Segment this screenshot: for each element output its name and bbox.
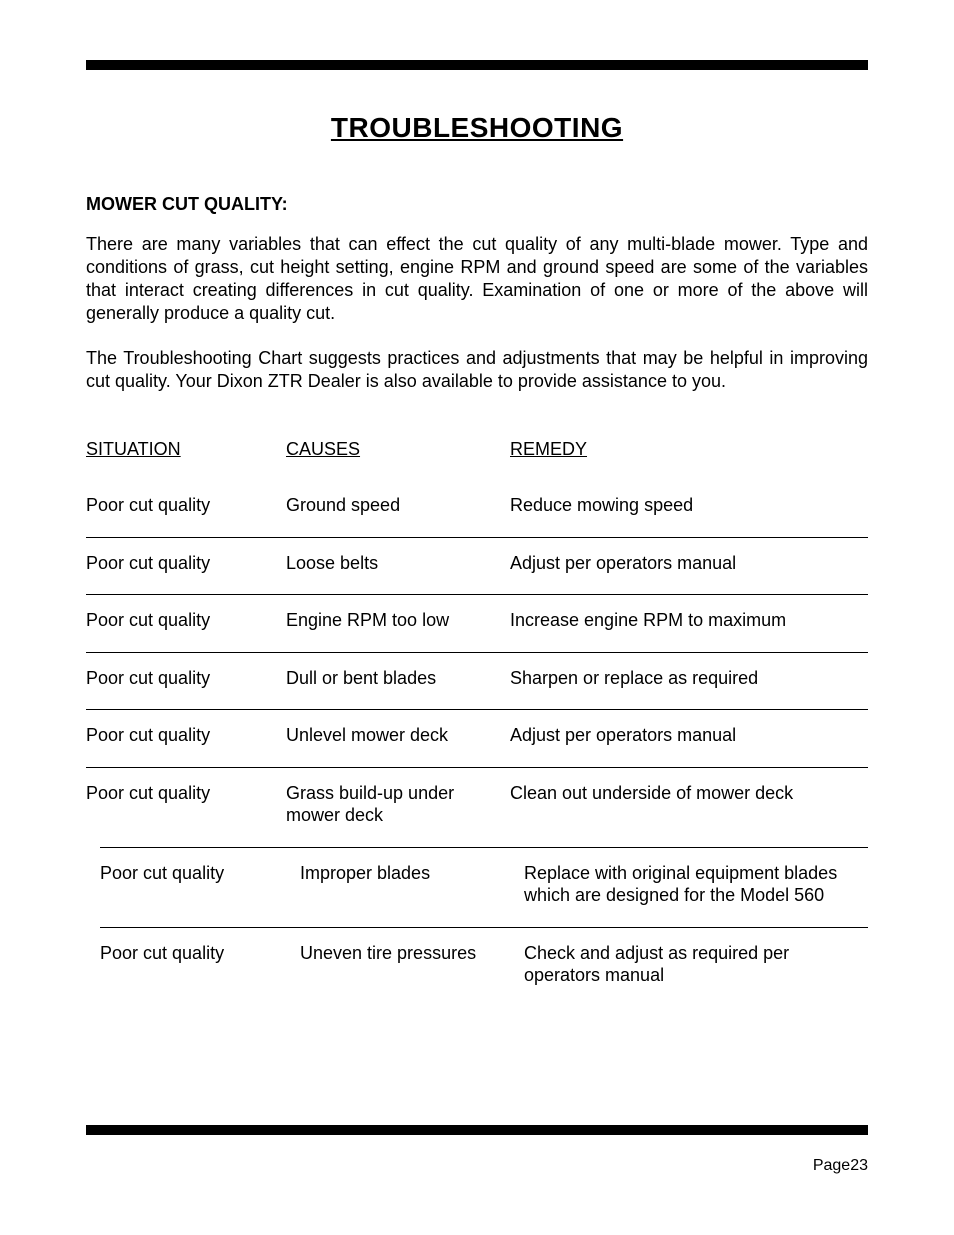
cell-situation: Poor cut quality (86, 667, 286, 690)
cell-situation: Poor cut quality (100, 942, 300, 965)
cell-remedy: Adjust per operators manual (510, 724, 868, 747)
cell-causes: Unlevel mower deck (286, 724, 510, 747)
header-causes: CAUSES (286, 439, 510, 460)
cell-situation: Poor cut quality (86, 609, 286, 632)
cell-causes: Engine RPM too low (286, 609, 510, 632)
page-title: TROUBLESHOOTING (86, 112, 868, 144)
cell-situation: Poor cut quality (86, 724, 286, 747)
cell-causes: Uneven tire pressures (300, 942, 524, 965)
cell-causes: Improper blades (300, 862, 524, 885)
cell-remedy: Clean out underside of mower deck (510, 782, 868, 805)
cell-situation: Poor cut quality (86, 494, 286, 517)
table-header-row: SITUATION CAUSES REMEDY (86, 425, 868, 480)
table-row: Poor cut quality Loose belts Adjust per … (86, 537, 868, 595)
top-rule (86, 60, 868, 70)
table-row: Poor cut quality Dull or bent blades Sha… (86, 652, 868, 710)
cell-remedy: Adjust per operators manual (510, 552, 868, 575)
page-number: Page23 (813, 1157, 868, 1175)
cell-causes: Ground speed (286, 494, 510, 517)
cell-causes: Dull or bent blades (286, 667, 510, 690)
page: TROUBLESHOOTING MOWER CUT QUALITY: There… (0, 0, 954, 1235)
intro-paragraph-2: The Troubleshooting Chart suggests pract… (86, 347, 868, 393)
section-heading: MOWER CUT QUALITY: (86, 194, 868, 215)
cell-remedy: Check and adjust as required per operato… (524, 942, 868, 987)
cell-causes: Grass build-up under mower deck (286, 782, 510, 827)
cell-remedy: Increase engine RPM to maximum (510, 609, 868, 632)
bottom-rule (86, 1125, 868, 1135)
cell-remedy: Sharpen or replace as required (510, 667, 868, 690)
table-row: Poor cut quality Ground speed Reduce mow… (86, 480, 868, 537)
table-row: Poor cut quality Uneven tire pressures C… (100, 927, 868, 1007)
indented-rows: Poor cut quality Improper blades Replace… (86, 847, 868, 1007)
table-row: Poor cut quality Improper blades Replace… (100, 847, 868, 927)
cell-remedy: Replace with original equipment blades w… (524, 862, 868, 907)
header-situation: SITUATION (86, 439, 286, 460)
cell-situation: Poor cut quality (86, 552, 286, 575)
table-row: Poor cut quality Engine RPM too low Incr… (86, 594, 868, 652)
cell-situation: Poor cut quality (100, 862, 300, 885)
cell-situation: Poor cut quality (86, 782, 286, 805)
header-remedy: REMEDY (510, 439, 868, 460)
intro-paragraph-1: There are many variables that can effect… (86, 233, 868, 325)
troubleshooting-table: SITUATION CAUSES REMEDY Poor cut quality… (86, 425, 868, 1007)
cell-remedy: Reduce mowing speed (510, 494, 868, 517)
cell-causes: Loose belts (286, 552, 510, 575)
table-row: Poor cut quality Grass build-up under mo… (86, 767, 868, 847)
table-row: Poor cut quality Unlevel mower deck Adju… (86, 709, 868, 767)
